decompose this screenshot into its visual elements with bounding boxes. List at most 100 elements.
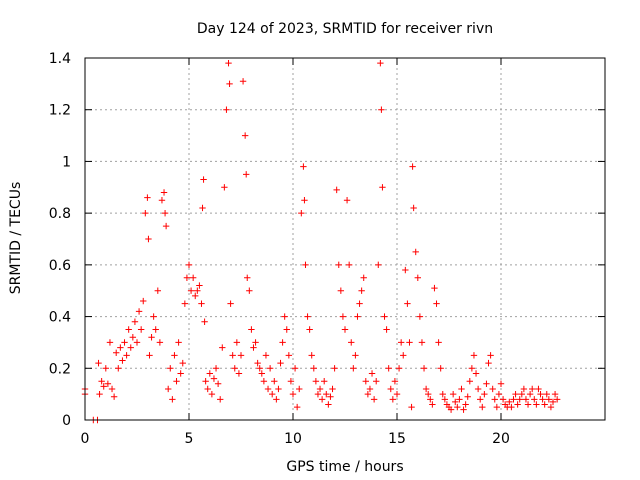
data-point [514, 401, 521, 408]
data-point [201, 318, 208, 325]
data-point [277, 359, 284, 367]
y-axis-ticks: 0 0.2 0.4 0.6 0.8 1 1.2 1.4 [49, 51, 605, 429]
data-point [256, 365, 263, 372]
data-point [121, 339, 128, 346]
data-point [541, 401, 548, 408]
data-point [547, 403, 555, 411]
data-point [298, 209, 305, 217]
data-point [449, 390, 457, 398]
data-points [81, 59, 561, 424]
data-point [522, 396, 530, 403]
data-point [520, 385, 528, 393]
data-point [192, 292, 199, 300]
data-point [416, 313, 424, 320]
data-point [518, 390, 525, 398]
data-point [161, 209, 169, 217]
data-point [427, 396, 434, 403]
data-point [395, 365, 403, 372]
data-point [381, 313, 388, 320]
data-point [456, 396, 463, 403]
data-point [314, 390, 322, 398]
data-point [135, 308, 143, 315]
data-point [175, 339, 182, 346]
data-point [104, 380, 112, 387]
x-tick-label: 10 [284, 431, 302, 447]
data-point [485, 359, 492, 367]
data-point [110, 393, 118, 400]
data-point [464, 393, 471, 400]
data-point [325, 401, 332, 408]
data-point [202, 378, 209, 385]
data-point [495, 390, 503, 398]
data-point [439, 390, 446, 398]
data-point [337, 287, 345, 294]
data-point [302, 261, 309, 269]
data-point [208, 390, 216, 398]
data-point [144, 194, 151, 201]
plot-frame [84, 57, 606, 421]
data-point [350, 365, 357, 372]
data-point [356, 300, 363, 307]
data-point [533, 401, 540, 408]
data-point [479, 403, 486, 411]
data-point [360, 274, 367, 281]
data-point [235, 370, 243, 377]
data-point [127, 344, 134, 351]
data-point [406, 339, 413, 346]
data-point [248, 326, 255, 333]
data-point [262, 352, 270, 359]
data-point [241, 132, 249, 139]
data-point [179, 359, 186, 367]
data-point [477, 396, 484, 403]
data-point [98, 378, 105, 385]
data-point [146, 352, 153, 359]
data-point [516, 396, 523, 403]
data-point [331, 365, 338, 372]
data-point [545, 396, 553, 403]
data-point [289, 390, 297, 398]
data-point [154, 287, 161, 294]
data-point [345, 261, 353, 269]
data-point [227, 300, 234, 307]
data-point [221, 184, 228, 191]
data-point [283, 326, 290, 333]
data-point [404, 300, 411, 307]
data-point [156, 339, 164, 346]
data-point [387, 385, 394, 393]
data-point [285, 352, 293, 359]
data-point [316, 385, 324, 393]
data-point [167, 365, 174, 372]
data-point [244, 274, 251, 281]
data-point [375, 261, 382, 269]
data-point [231, 365, 238, 372]
x-tick-label: 0 [81, 431, 90, 447]
data-point [275, 385, 282, 393]
data-point [312, 378, 320, 385]
data-point [377, 59, 384, 67]
data-point [96, 390, 103, 398]
data-point [318, 396, 326, 403]
data-point [123, 352, 130, 359]
data-point [189, 274, 197, 281]
data-point [391, 378, 399, 385]
data-point [279, 339, 286, 346]
data-point [358, 287, 365, 294]
data-point [204, 385, 211, 393]
data-point [483, 380, 490, 387]
data-point [243, 171, 250, 178]
data-point [281, 313, 288, 320]
data-point [223, 106, 230, 113]
data-point [119, 357, 126, 364]
data-point [535, 385, 542, 393]
data-point [169, 396, 176, 403]
data-point [454, 403, 461, 411]
data-point [237, 352, 245, 359]
data-point [181, 300, 189, 307]
data-point [239, 78, 247, 85]
data-point [266, 365, 274, 372]
data-point [412, 248, 419, 256]
data-point [497, 380, 505, 387]
data-point [499, 396, 507, 403]
